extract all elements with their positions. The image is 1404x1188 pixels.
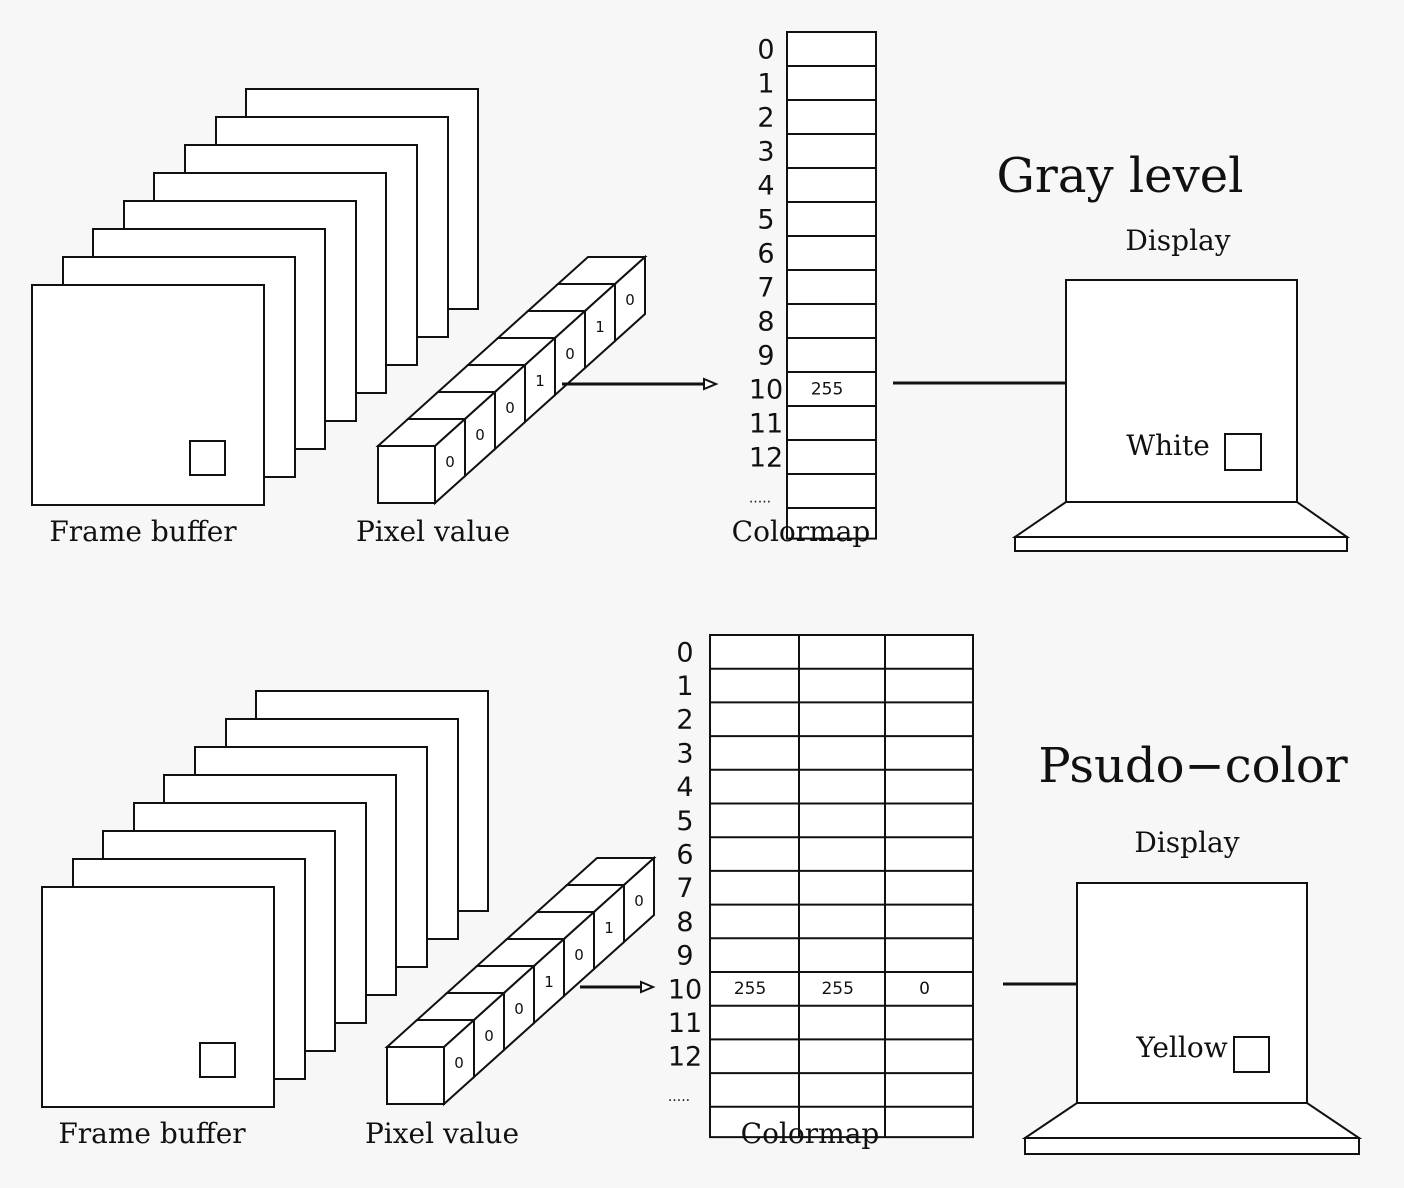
colormap-index: 12 xyxy=(749,443,783,474)
colormap-index: 12 xyxy=(668,1042,702,1073)
panel-title: Gray level xyxy=(997,148,1244,204)
pixel-value-label: Pixel value xyxy=(356,515,510,548)
pixel-bit-label: 1 xyxy=(604,919,614,937)
colormap-index: 4 xyxy=(676,772,693,803)
colormap-index: 4 xyxy=(757,171,774,202)
colormap-index: 11 xyxy=(668,1008,702,1039)
pixel-bit-label: 1 xyxy=(535,372,545,390)
colormap-frame xyxy=(786,31,877,540)
display-screen xyxy=(1076,882,1308,1104)
colormap-ellipsis: ····· xyxy=(668,1093,690,1109)
pixel-bit-label: 0 xyxy=(475,426,485,444)
colormap-index: 9 xyxy=(676,941,693,972)
colormap-index: 8 xyxy=(676,907,693,938)
pixel-bit-label: 0 xyxy=(454,1054,464,1072)
colormap-index: 1 xyxy=(757,69,774,100)
colormap-index: 8 xyxy=(757,307,774,338)
colormap-index: 11 xyxy=(749,409,783,440)
colormap-label: Colormap xyxy=(732,515,871,548)
colormap-ellipsis: ····· xyxy=(749,494,771,510)
display-pixel-box xyxy=(1224,433,1262,471)
display-base xyxy=(1024,1137,1360,1155)
colormap-index: 2 xyxy=(757,103,774,134)
display-base-slope xyxy=(1021,1102,1363,1139)
frame-buffer-stack xyxy=(31,88,479,506)
frame-buffer-label: Frame buffer xyxy=(49,515,237,548)
colormap-index: 9 xyxy=(757,341,774,372)
colormap-index: 5 xyxy=(676,806,693,837)
colormap-index: 5 xyxy=(757,205,774,236)
cube-front-face xyxy=(377,445,436,504)
pixel-bit-label: 0 xyxy=(445,453,455,471)
pixel-bit-label: 0 xyxy=(625,291,635,309)
pixel-value-label: Pixel value xyxy=(365,1117,519,1150)
pixel-color-label: White xyxy=(1126,429,1210,462)
pixel-bit-label: 0 xyxy=(484,1027,494,1045)
frame-buffer-plane xyxy=(31,284,265,506)
colormap-index: 1 xyxy=(676,671,693,702)
pixel-value-cubes: 0 1 0 1 0 0 0 xyxy=(384,855,657,1107)
pixel-color-label: Yellow xyxy=(1135,1031,1227,1064)
colormap-index: 2 xyxy=(676,705,693,736)
frame-buffer-stack xyxy=(41,690,489,1108)
display-base-slope xyxy=(1011,501,1351,538)
colormap-value: 255 xyxy=(734,979,766,999)
colormap-index: 3 xyxy=(757,137,774,168)
colormap-index: 6 xyxy=(676,839,693,870)
display-label: Display xyxy=(1134,826,1239,859)
colormap-index: 0 xyxy=(757,35,774,66)
panel-title: Psudo−color xyxy=(1038,738,1347,794)
colormap-index: 10 xyxy=(668,974,702,1005)
display-pixel-box xyxy=(1233,1036,1270,1073)
frame-buffer-pixel xyxy=(199,1042,236,1078)
cube-front-face xyxy=(386,1046,445,1105)
colormap-index: 7 xyxy=(676,873,693,904)
frame-buffer-pixel xyxy=(189,440,226,476)
colormap-index: 10 xyxy=(749,375,783,406)
colormap-value: 0 xyxy=(919,979,930,999)
display-label: Display xyxy=(1125,224,1230,257)
pixel-value-cubes: 0 1 0 1 0 0 0 xyxy=(375,254,648,506)
display-monitor xyxy=(1011,279,1351,552)
colormap-index: 6 xyxy=(757,239,774,270)
pixel-bit-label: 0 xyxy=(574,946,584,964)
pixel-bit-label: 0 xyxy=(505,399,515,417)
pixel-bit-label: 1 xyxy=(595,318,605,336)
frame-buffer-label: Frame buffer xyxy=(58,1117,246,1150)
colormap-value: 255 xyxy=(821,979,853,999)
colormap-label: Colormap xyxy=(741,1117,880,1150)
pixel-bit-label: 1 xyxy=(544,973,554,991)
display-base xyxy=(1014,536,1348,552)
arrow-head xyxy=(703,377,719,391)
pixel-bit-label: 0 xyxy=(634,892,644,910)
frame-buffer-plane xyxy=(41,886,275,1108)
display-monitor xyxy=(1021,882,1363,1155)
pixel-bit-label: 0 xyxy=(514,1000,524,1018)
colormap-value: 255 xyxy=(811,379,843,399)
colormap-frame xyxy=(709,634,974,1139)
colormap-index: 0 xyxy=(676,637,693,668)
pixel-bit-label: 0 xyxy=(565,345,575,363)
display-screen xyxy=(1065,279,1298,503)
arrow-head xyxy=(640,980,656,994)
colormap-index: 3 xyxy=(676,738,693,769)
colormap-index: 7 xyxy=(757,273,774,304)
